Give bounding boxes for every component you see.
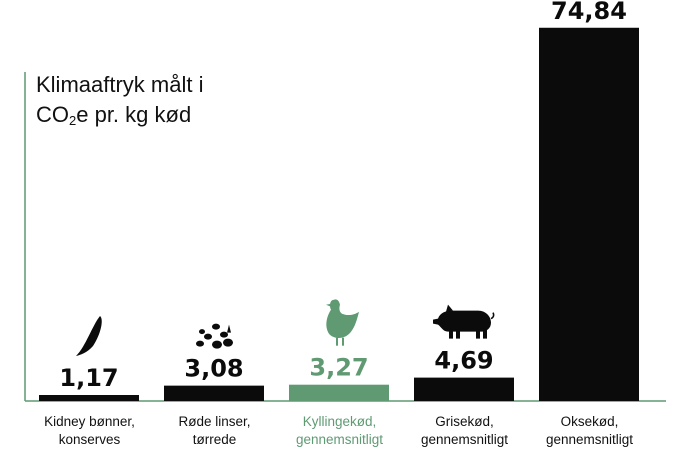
value-label-3: 3,27 [309, 354, 368, 382]
title-line-1: Klimaaftryk målt i [36, 72, 204, 97]
category-label-1-line-2: konserves [59, 432, 121, 447]
title-subscript: 2 [69, 113, 77, 128]
bar-3 [289, 384, 389, 401]
bar-5 [539, 27, 639, 401]
pig-icon [433, 304, 495, 339]
bean-icon [76, 316, 102, 356]
category-label-1-line-1: Kidney bønner, [44, 414, 135, 429]
category-label-3-line-2: gennemsnitligt [296, 432, 383, 447]
category-label-2-line-1: Røde linser, [178, 414, 250, 429]
value-label-2: 3,08 [184, 355, 243, 383]
category-label-3-line-1: Kyllingekød, [303, 414, 377, 429]
chicken-icon [326, 299, 359, 346]
chart-title: Klimaaftryk målt i CO2e pr. kg kød [36, 70, 203, 136]
title-line-2: CO2e pr. kg kød [36, 100, 203, 136]
title-rest: e pr. kg kød [76, 102, 192, 127]
value-label-1: 1,17 [59, 364, 118, 392]
category-label-2-line-2: tørrede [193, 432, 237, 447]
category-labels-group: Kidney bønner, konserves Røde linser, tørre… [44, 414, 633, 447]
bars-group [39, 27, 639, 401]
bar-1 [39, 395, 139, 401]
category-label-4-line-2: gennemsnitligt [421, 432, 508, 447]
category-label-4-line-1: Grisekød, [435, 414, 494, 429]
bar-4 [414, 377, 514, 401]
category-label-5-line-2: gennemsnitligt [546, 432, 633, 447]
bar-2 [164, 385, 264, 401]
value-label-4: 4,69 [434, 347, 493, 375]
lentils-icon [196, 323, 233, 349]
value-label-5: 74,84 [551, 0, 627, 25]
title-co: CO [36, 102, 69, 127]
value-labels-group: 1,17 3,08 3,27 4,69 74,84 [59, 0, 627, 392]
category-label-5-line-1: Oksekød, [561, 414, 619, 429]
icons-group [76, 299, 495, 356]
